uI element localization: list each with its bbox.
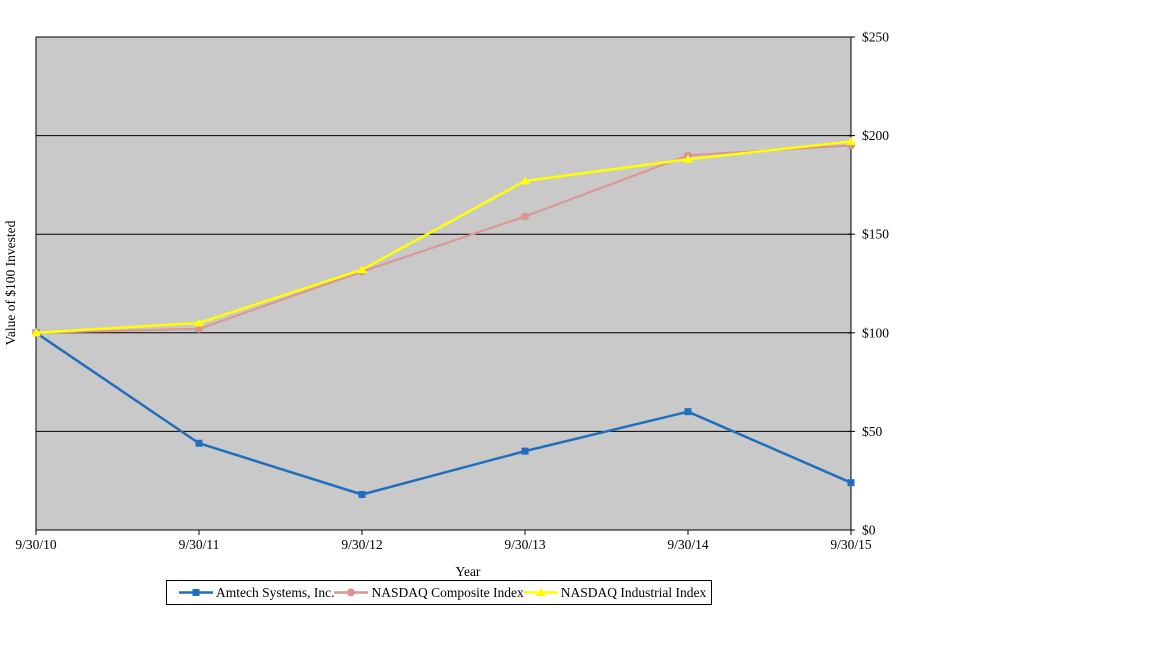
data-point-triangle — [535, 588, 546, 596]
series-line — [34, 331, 853, 496]
data-point-square — [195, 439, 203, 447]
x-tick-label: 9/30/13 — [504, 537, 546, 552]
x-tick-label: 9/30/10 — [15, 537, 57, 552]
y-axis: $0 $50 $100 $150 $200 $250 — [848, 30, 889, 538]
series-line — [34, 144, 853, 334]
y-tick-label: $200 — [862, 128, 889, 143]
data-point-triangle — [520, 176, 530, 185]
data-point-square — [192, 589, 200, 596]
y-tick-label: $250 — [862, 30, 889, 45]
y-axis-title: Value of $100 Invested — [3, 220, 18, 346]
data-point-square — [521, 447, 529, 455]
data-point-square — [684, 408, 692, 416]
legend-item-2: NASDAQ Composite Index — [334, 584, 524, 601]
data-point-triangle — [846, 137, 856, 146]
y-tick-label: $100 — [862, 325, 889, 340]
y-tick-label: $150 — [862, 227, 889, 242]
x-tick-label: 9/30/15 — [830, 537, 872, 552]
legend-label: Amtech Systems, Inc. — [216, 584, 335, 600]
plot-area — [35, 36, 852, 531]
x-tick-label: 9/30/14 — [667, 537, 709, 552]
y-tick-label: $50 — [862, 424, 883, 439]
data-point-square — [358, 491, 366, 499]
series-triangle — [31, 137, 856, 337]
x-tick-label: 9/30/11 — [179, 537, 220, 552]
circle-marker-icon — [334, 588, 369, 597]
x-axis-title: Year — [455, 564, 481, 579]
legend-item-3: NASDAQ Industrial Index — [523, 584, 707, 601]
data-point-circle — [195, 324, 203, 333]
legend-label: NASDAQ Industrial Index — [560, 584, 707, 600]
square-marker-icon — [179, 589, 213, 596]
data-point-triangle — [31, 328, 41, 337]
triangle-marker-icon — [523, 588, 558, 596]
legend-label: NASDAQ Composite Index — [371, 584, 524, 600]
x-tick-label: 9/30/12 — [341, 537, 382, 552]
data-point-triangle — [357, 265, 367, 274]
series-line — [34, 140, 853, 335]
data-point-triangle — [194, 318, 204, 327]
legend-item-1: Amtech Systems, Inc. — [179, 585, 334, 601]
data-point-circle — [521, 212, 529, 221]
gridlines — [36, 135, 851, 432]
chart-legend: Amtech Systems, Inc. NASDAQ Composite Ind… — [166, 580, 712, 605]
data-point-circle — [347, 588, 356, 597]
data-point-square — [847, 479, 855, 487]
data-point-triangle — [683, 154, 693, 163]
y-tick-label: $0 — [862, 523, 876, 538]
x-axis: 9/30/10 9/30/11 9/30/12 9/30/13 9/30/14 9/30/… — [15, 530, 872, 552]
